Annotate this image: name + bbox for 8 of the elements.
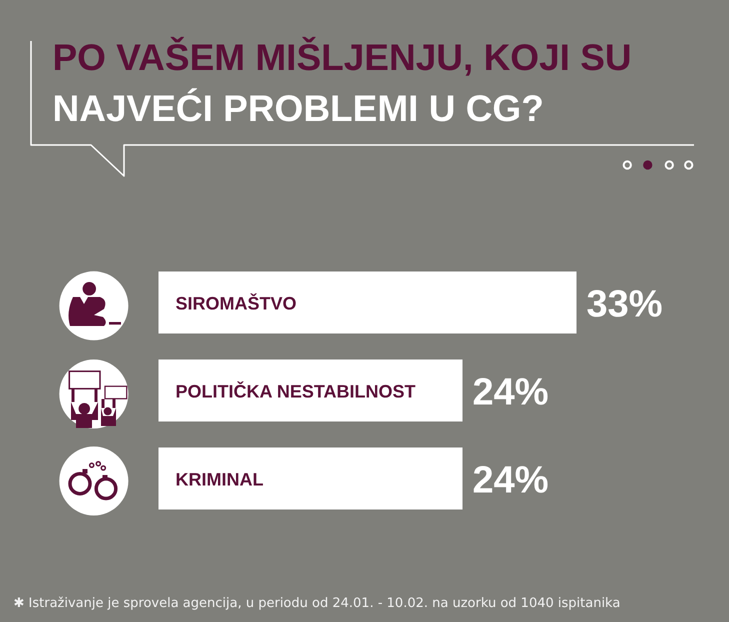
data-label: 24% xyxy=(472,372,549,414)
y-tick-label: KRIMINAL xyxy=(176,470,264,490)
y-tick-label: SIROMAŠTVO xyxy=(176,292,297,314)
text: ✱ Istraživanje je sprovela agencija, u periodu od 24.01. - 10.02. na uzorku od 1040 ispitanika xyxy=(14,596,620,611)
chart-title: PO VAŠEM MIŠLJENJU, KOJI SU NAJVEĆI PROBLEMI U CG? xyxy=(52,36,632,129)
data-label: 24% xyxy=(472,460,549,502)
data-label: 33% xyxy=(586,284,663,326)
y-tick-label: POLITIČKA NESTABILNOST xyxy=(176,380,416,402)
